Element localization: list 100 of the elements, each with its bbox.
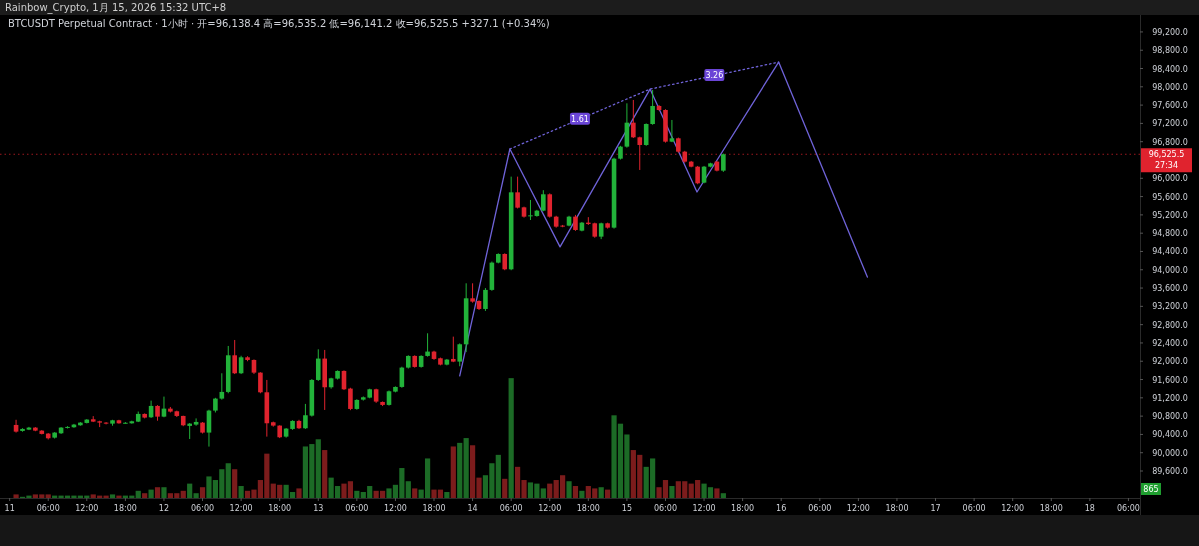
bar bbox=[225, 463, 231, 498]
bar bbox=[296, 488, 302, 498]
bar bbox=[257, 480, 264, 498]
bar bbox=[399, 468, 405, 498]
x-tick-label: 16 bbox=[776, 504, 787, 513]
bar bbox=[707, 487, 714, 498]
bar bbox=[373, 490, 379, 498]
bar bbox=[437, 489, 444, 498]
bar bbox=[701, 483, 707, 498]
bar bbox=[560, 475, 566, 498]
bar bbox=[553, 480, 559, 498]
bar bbox=[656, 487, 662, 498]
bar bbox=[521, 480, 527, 498]
bar bbox=[367, 486, 373, 498]
bar bbox=[469, 445, 476, 498]
y-tick-label: 91,200.0 bbox=[1152, 393, 1188, 403]
bar bbox=[405, 481, 411, 498]
bar bbox=[579, 490, 585, 498]
x-tick-label: 12:00 bbox=[75, 504, 99, 513]
x-tick-label: 06:00 bbox=[1116, 504, 1140, 513]
y-tick-label: 94,000.0 bbox=[1152, 265, 1188, 275]
bar bbox=[154, 487, 161, 498]
x-tick-label: 12:00 bbox=[383, 504, 407, 513]
bar bbox=[251, 489, 257, 498]
bar bbox=[219, 469, 225, 498]
bar bbox=[109, 494, 116, 498]
bar bbox=[714, 488, 720, 498]
y-tick-label: 93,200.0 bbox=[1152, 302, 1188, 312]
bar bbox=[630, 450, 636, 498]
bar bbox=[193, 493, 199, 498]
x-tick-label: 18:00 bbox=[731, 504, 755, 513]
y-tick-label: 92,400.0 bbox=[1152, 338, 1188, 348]
x-tick-label: 13 bbox=[313, 504, 324, 513]
x-tick-label: 06:00 bbox=[191, 504, 215, 513]
y-tick-label: 94,800.0 bbox=[1152, 229, 1188, 239]
y-tick-label: 90,000.0 bbox=[1152, 448, 1188, 458]
bar bbox=[26, 495, 32, 498]
bar bbox=[379, 490, 386, 498]
y-tick-label: 92,000.0 bbox=[1152, 357, 1188, 367]
bar bbox=[386, 488, 392, 498]
bar bbox=[302, 446, 309, 498]
bar bbox=[720, 493, 726, 498]
x-tick-label: 12:00 bbox=[692, 504, 716, 513]
x-tick-label: 12:00 bbox=[846, 504, 870, 513]
bar bbox=[598, 487, 604, 498]
bar bbox=[39, 494, 45, 498]
title: Rainbow_Crypto, 1月 15, 2026 15:32 UTC+8 bbox=[5, 2, 227, 13]
x-tick-label: 14 bbox=[467, 504, 478, 513]
x-tick-label: 06:00 bbox=[36, 504, 60, 513]
bar bbox=[450, 446, 456, 498]
bar bbox=[585, 486, 591, 498]
bar bbox=[142, 493, 148, 498]
x-tick-label: 06:00 bbox=[808, 504, 832, 513]
bar bbox=[650, 458, 656, 498]
y-tick-label: 91,600.0 bbox=[1152, 375, 1188, 385]
bar bbox=[418, 489, 424, 498]
bar bbox=[508, 378, 514, 498]
bar bbox=[341, 483, 347, 498]
bar bbox=[354, 490, 360, 498]
y-tick-label: 95,600.0 bbox=[1152, 192, 1188, 202]
bar bbox=[637, 454, 643, 498]
bar bbox=[58, 495, 64, 498]
x-tick-label: 11 bbox=[4, 504, 15, 513]
bar bbox=[476, 477, 482, 498]
x-tick-label: 12 bbox=[158, 504, 170, 513]
bar bbox=[566, 481, 572, 498]
bar bbox=[283, 484, 289, 498]
y-tick-label: 94,400.0 bbox=[1152, 247, 1188, 257]
x-tick-label: 18:00 bbox=[422, 504, 446, 513]
x-tick-label: 17 bbox=[930, 504, 941, 513]
y-tick-label: 92,800.0 bbox=[1152, 320, 1188, 330]
x-tick-label: 18:00 bbox=[576, 504, 600, 513]
bar bbox=[431, 489, 437, 498]
bar bbox=[328, 477, 334, 498]
bar bbox=[32, 494, 38, 498]
subtitle: BTCUSDT Perpetual Contract · 1小时 · 开=96,138.4 高=96,535.2 低=96,141.2 收=96,525.5 +327.1 (+0.34%) bbox=[8, 18, 550, 29]
bar bbox=[116, 495, 122, 498]
bar bbox=[206, 476, 212, 498]
bar bbox=[148, 489, 154, 498]
bar bbox=[695, 480, 701, 498]
bar bbox=[322, 450, 328, 498]
bar bbox=[45, 494, 51, 498]
bar bbox=[572, 486, 579, 498]
bar bbox=[682, 481, 688, 498]
bar bbox=[167, 493, 173, 498]
x-tick-label: 18:00 bbox=[268, 504, 292, 513]
x-tick-label: 18:00 bbox=[113, 504, 137, 513]
bar bbox=[199, 487, 206, 498]
bar bbox=[457, 442, 463, 498]
x-tick-label: 12:00 bbox=[1001, 504, 1025, 513]
y-tick-label: 96,800.0 bbox=[1152, 137, 1188, 147]
y-tick-label: 89,600.0 bbox=[1152, 467, 1188, 477]
bar bbox=[669, 486, 675, 498]
y-tick-label: 90,800.0 bbox=[1152, 412, 1188, 422]
bar bbox=[360, 492, 366, 498]
x-tick-label: 06:00 bbox=[345, 504, 369, 513]
bar bbox=[592, 488, 598, 498]
bar bbox=[161, 487, 167, 498]
bar bbox=[103, 495, 109, 498]
bar bbox=[424, 458, 431, 498]
